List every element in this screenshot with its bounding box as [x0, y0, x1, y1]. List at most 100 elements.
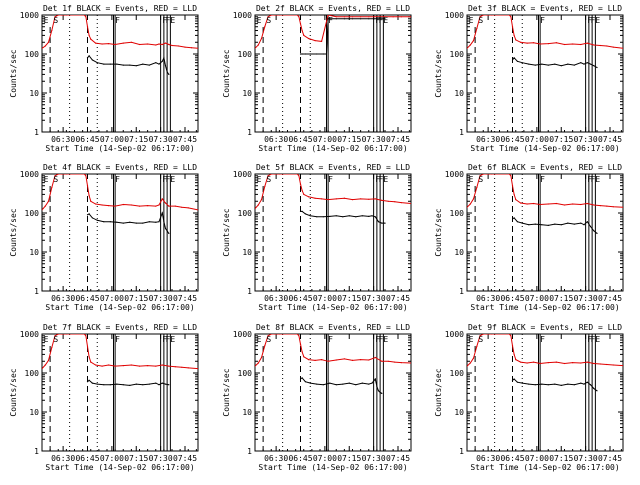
- x-tick-label: 06:30: [51, 294, 75, 303]
- lld-data-point: [86, 185, 89, 187]
- lld-data-point: [158, 204, 160, 206]
- y-tick-label: 1: [34, 128, 39, 137]
- lld-data-point: [511, 185, 514, 187]
- events-data-point: [573, 384, 575, 386]
- flag-label: F: [375, 335, 380, 344]
- events-data-point: [534, 223, 536, 225]
- events-data-point: [596, 66, 598, 69]
- lld-data-point: [490, 15, 492, 16]
- events-data-point: [329, 382, 331, 384]
- lld-data-point: [260, 199, 263, 201]
- lld-data-point: [161, 198, 163, 200]
- lld-data-point: [108, 364, 110, 366]
- events-data-point: [116, 63, 118, 65]
- events-data-point: [163, 57, 165, 59]
- events-data-point: [516, 60, 519, 62]
- lld-data-point: [513, 34, 515, 37]
- x-axis-label: Start Time (14-Sep-02 06:17:00): [470, 463, 619, 472]
- x-tick-label: 06:45: [75, 294, 99, 303]
- events-data-point: [567, 383, 569, 385]
- lld-data-point: [47, 359, 50, 361]
- plot-frame: [41, 173, 199, 292]
- events-data-point: [348, 215, 350, 217]
- events-data-point: [109, 63, 111, 65]
- events-data-point: [589, 384, 592, 386]
- lld-data-point: [593, 362, 595, 365]
- events-data-point: [521, 382, 523, 384]
- events-series-line: [300, 377, 383, 394]
- lld-data-point: [296, 174, 298, 175]
- events-data-point: [142, 222, 144, 224]
- flag-label: E: [257, 16, 262, 25]
- lld-data-point: [533, 202, 535, 205]
- events-data-point: [528, 383, 530, 385]
- lld-data-point: [515, 359, 517, 361]
- lld-data-point: [410, 16, 411, 18]
- lld-data-point: [158, 43, 160, 45]
- lld-data-point: [138, 205, 141, 207]
- plot-title: Det 5f BLACK = Events, RED = LLD: [256, 163, 410, 172]
- events-data-point: [304, 213, 306, 215]
- events-data-point: [567, 63, 569, 65]
- lld-data-point: [314, 197, 316, 199]
- x-tick-label: 07:00: [313, 294, 337, 303]
- x-tick-label: 07:15: [337, 135, 361, 144]
- lld-data-point: [482, 334, 484, 335]
- events-data-point: [583, 383, 585, 385]
- events-data-point: [304, 381, 306, 383]
- events-series-line: [300, 18, 385, 55]
- events-data-point: [371, 215, 373, 217]
- lld-data-point: [387, 200, 389, 202]
- lld-data-point: [469, 44, 471, 46]
- lld-data-point: [510, 175, 512, 177]
- x-tick-label: 06:30: [476, 135, 500, 144]
- events-data-point: [148, 64, 150, 66]
- flag-label: E: [383, 335, 388, 344]
- events-data-point: [166, 71, 168, 73]
- events-data-point: [554, 223, 556, 225]
- lld-data-point: [321, 359, 323, 361]
- lld-data-point: [555, 202, 558, 205]
- lld-data-point: [187, 367, 189, 369]
- plot-data-area: [255, 334, 411, 451]
- lld-data-point: [187, 207, 189, 209]
- lld-data-point: [599, 44, 601, 47]
- events-data-point: [547, 64, 549, 66]
- lld-data-point: [384, 16, 386, 18]
- lld-data-point: [476, 345, 478, 347]
- events-data-point: [573, 64, 575, 66]
- events-data-point: [299, 378, 302, 380]
- detector-plot-2: Det 2f BLACK = Events, RED = LLD 1 10 100 10…: [222, 4, 412, 153]
- events-data-point: [168, 384, 170, 386]
- lld-data-point: [277, 334, 279, 335]
- flag-label: E: [44, 335, 49, 344]
- events-data-point: [109, 221, 111, 223]
- events-data-point: [299, 210, 302, 212]
- lld-data-point: [114, 205, 116, 207]
- events-data-point: [580, 222, 582, 224]
- lld-data-point: [197, 209, 198, 211]
- lld-data-point: [64, 15, 66, 16]
- x-tick-label: 06:30: [264, 135, 288, 144]
- lld-data-point: [467, 47, 468, 49]
- x-tick-label: 07:15: [337, 454, 361, 463]
- y-tick-label: 100: [25, 369, 40, 378]
- lld-data-point: [351, 16, 354, 18]
- lld-data-point: [155, 365, 157, 367]
- y-tick-label: 1: [247, 447, 252, 456]
- lld-data-point: [515, 199, 517, 201]
- events-data-point: [86, 214, 89, 216]
- x-tick-label: 07:00: [525, 294, 549, 303]
- events-data-point: [596, 232, 598, 234]
- lld-data-point: [57, 15, 59, 16]
- lld-data-point: [593, 44, 595, 46]
- y-axis-label: Counts/sec: [9, 368, 18, 416]
- lld-data-point: [168, 365, 170, 367]
- events-data-point: [158, 221, 160, 223]
- lld-data-point: [476, 27, 478, 30]
- x-tick-label: 07:30: [362, 135, 386, 144]
- lld-data-point: [51, 186, 53, 189]
- flag-label: E: [469, 335, 474, 344]
- events-data-point: [586, 62, 588, 64]
